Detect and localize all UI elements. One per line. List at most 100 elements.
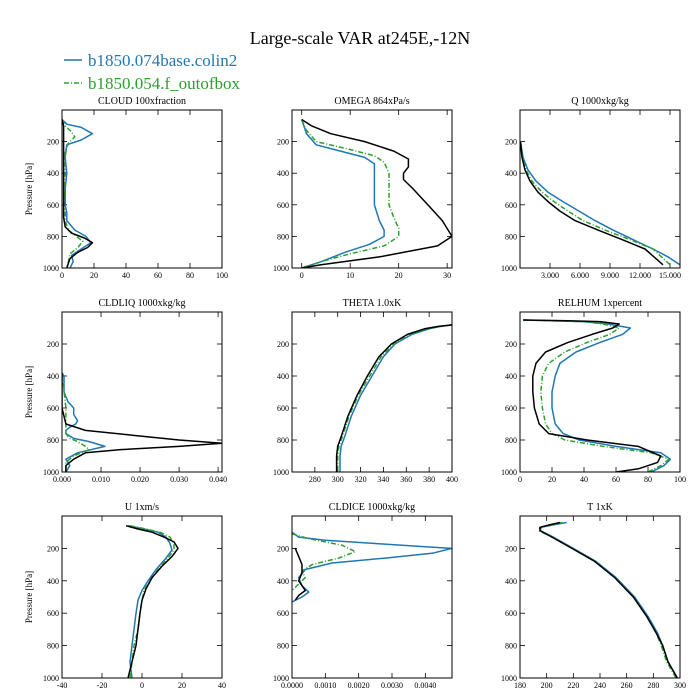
- series-line-outofbox: [537, 521, 677, 678]
- x-tick-label: 20: [178, 681, 186, 690]
- series-line-third: [294, 548, 307, 601]
- y-tick-label: 400: [277, 169, 289, 178]
- series-line-outofbox: [129, 524, 175, 678]
- panel-title: CLDICE 1000xkg/kg: [329, 502, 415, 513]
- figure-title: Large-scale VAR at245E,-12N: [250, 28, 470, 48]
- y-tick-label: 200: [505, 544, 517, 553]
- y-tick-label: 1000: [273, 468, 289, 477]
- series-group: [537, 521, 678, 678]
- x-tick-label: 6.000: [571, 271, 589, 280]
- series-line-base: [523, 319, 672, 472]
- series-line-base: [339, 324, 452, 472]
- panel-title: U 1xm/s: [125, 502, 159, 513]
- y-tick-label: 800: [277, 642, 289, 651]
- series-line-outofbox: [336, 324, 452, 472]
- x-tick-label: 9.000: [601, 271, 619, 280]
- x-tick-label: 380: [423, 475, 435, 484]
- x-tick-label: 0.0040: [414, 681, 436, 690]
- x-tick-label: 280: [309, 475, 321, 484]
- y-tick-label: 1000: [501, 264, 517, 273]
- x-tick-label: 60: [612, 475, 620, 484]
- x-tick-label: -40: [57, 681, 68, 690]
- y-tick-label: 400: [277, 372, 289, 381]
- y-tick-label: 400: [47, 372, 59, 381]
- y-tick-label: 800: [277, 436, 289, 445]
- x-tick-label: 20: [395, 271, 403, 280]
- y-tick-label: 400: [505, 372, 517, 381]
- y-tick-label: 800: [47, 436, 59, 445]
- x-tick-label: 80: [186, 271, 194, 280]
- panel-title: RELHUM 1xpercent: [558, 298, 642, 309]
- y-tick-label: 200: [47, 340, 59, 349]
- x-tick-label: 30: [443, 271, 451, 280]
- y-tick-label: 400: [505, 577, 517, 586]
- series-group: [520, 141, 680, 266]
- x-tick-label: 10: [346, 271, 354, 280]
- x-tick-label: 100: [216, 271, 228, 280]
- y-axis-label: Pressure [hPa]: [24, 163, 34, 215]
- y-tick-label: 400: [47, 577, 59, 586]
- x-tick-label: 220: [567, 681, 579, 690]
- plot-frame: [519, 311, 681, 473]
- series-group: [62, 118, 94, 268]
- y-tick-label: 800: [47, 642, 59, 651]
- x-tick-label: 200: [541, 681, 553, 690]
- series-group: [62, 372, 222, 472]
- y-tick-label: 400: [505, 169, 517, 178]
- x-tick-label: 40: [122, 271, 130, 280]
- y-tick-label: 1000: [43, 264, 59, 273]
- x-tick-label: 20: [90, 271, 98, 280]
- y-tick-label: 600: [505, 404, 517, 413]
- y-tick-label: 200: [47, 544, 59, 553]
- x-tick-label: 360: [400, 475, 412, 484]
- series-line-base: [300, 119, 385, 268]
- series-line-base: [62, 118, 94, 268]
- x-tick-label: 0: [60, 271, 64, 280]
- x-tick-label: 300: [332, 475, 344, 484]
- legend: b1850.074base.colin2 b1850.054.f_outofbo…: [64, 51, 241, 93]
- series-line-third: [125, 524, 179, 678]
- panel-title: THETA 1.0xK: [343, 298, 402, 309]
- x-tick-label: 20: [548, 475, 556, 484]
- series-line-base: [539, 521, 678, 678]
- panel-title: CLDLIQ 1000xkg/kg: [99, 298, 186, 309]
- x-tick-label: 15.000: [659, 271, 681, 280]
- y-tick-label: 800: [505, 642, 517, 651]
- x-tick-label: 0.0030: [381, 681, 403, 690]
- x-tick-label: 320: [355, 475, 367, 484]
- series-line-third: [539, 521, 678, 678]
- series-group: [335, 324, 452, 472]
- y-tick-label: 600: [47, 404, 59, 413]
- y-tick-label: 800: [277, 232, 289, 241]
- x-tick-label: 0.030: [170, 475, 188, 484]
- x-tick-label: 40: [580, 475, 588, 484]
- plot-frame: [61, 109, 223, 269]
- y-tick-label: 800: [505, 232, 517, 241]
- x-tick-label: 260: [621, 681, 633, 690]
- panel-title: Q 1000xkg/kg: [571, 96, 629, 107]
- y-tick-label: 1000: [501, 468, 517, 477]
- series-line-outofbox: [292, 533, 357, 592]
- panel-title: CLOUD 100xfraction: [98, 96, 186, 107]
- x-tick-label: 340: [377, 475, 389, 484]
- legend-label-base: b1850.074base.colin2: [88, 51, 237, 70]
- x-tick-label: 0.000: [53, 475, 71, 484]
- y-axis-label: Pressure [hPa]: [24, 571, 34, 623]
- plot-frame: [291, 311, 453, 473]
- y-tick-label: 1000: [43, 674, 59, 683]
- plot-frame: [61, 515, 223, 679]
- x-tick-label: 240: [594, 681, 606, 690]
- series-line-base: [292, 531, 452, 603]
- series-line-base: [62, 372, 106, 472]
- x-tick-label: 400: [446, 475, 458, 484]
- series-line-third: [523, 319, 662, 472]
- y-tick-label: 200: [47, 138, 59, 147]
- y-tick-label: 200: [505, 340, 517, 349]
- y-tick-label: 600: [505, 609, 517, 618]
- x-tick-label: 80: [644, 475, 652, 484]
- series-group: [300, 118, 452, 268]
